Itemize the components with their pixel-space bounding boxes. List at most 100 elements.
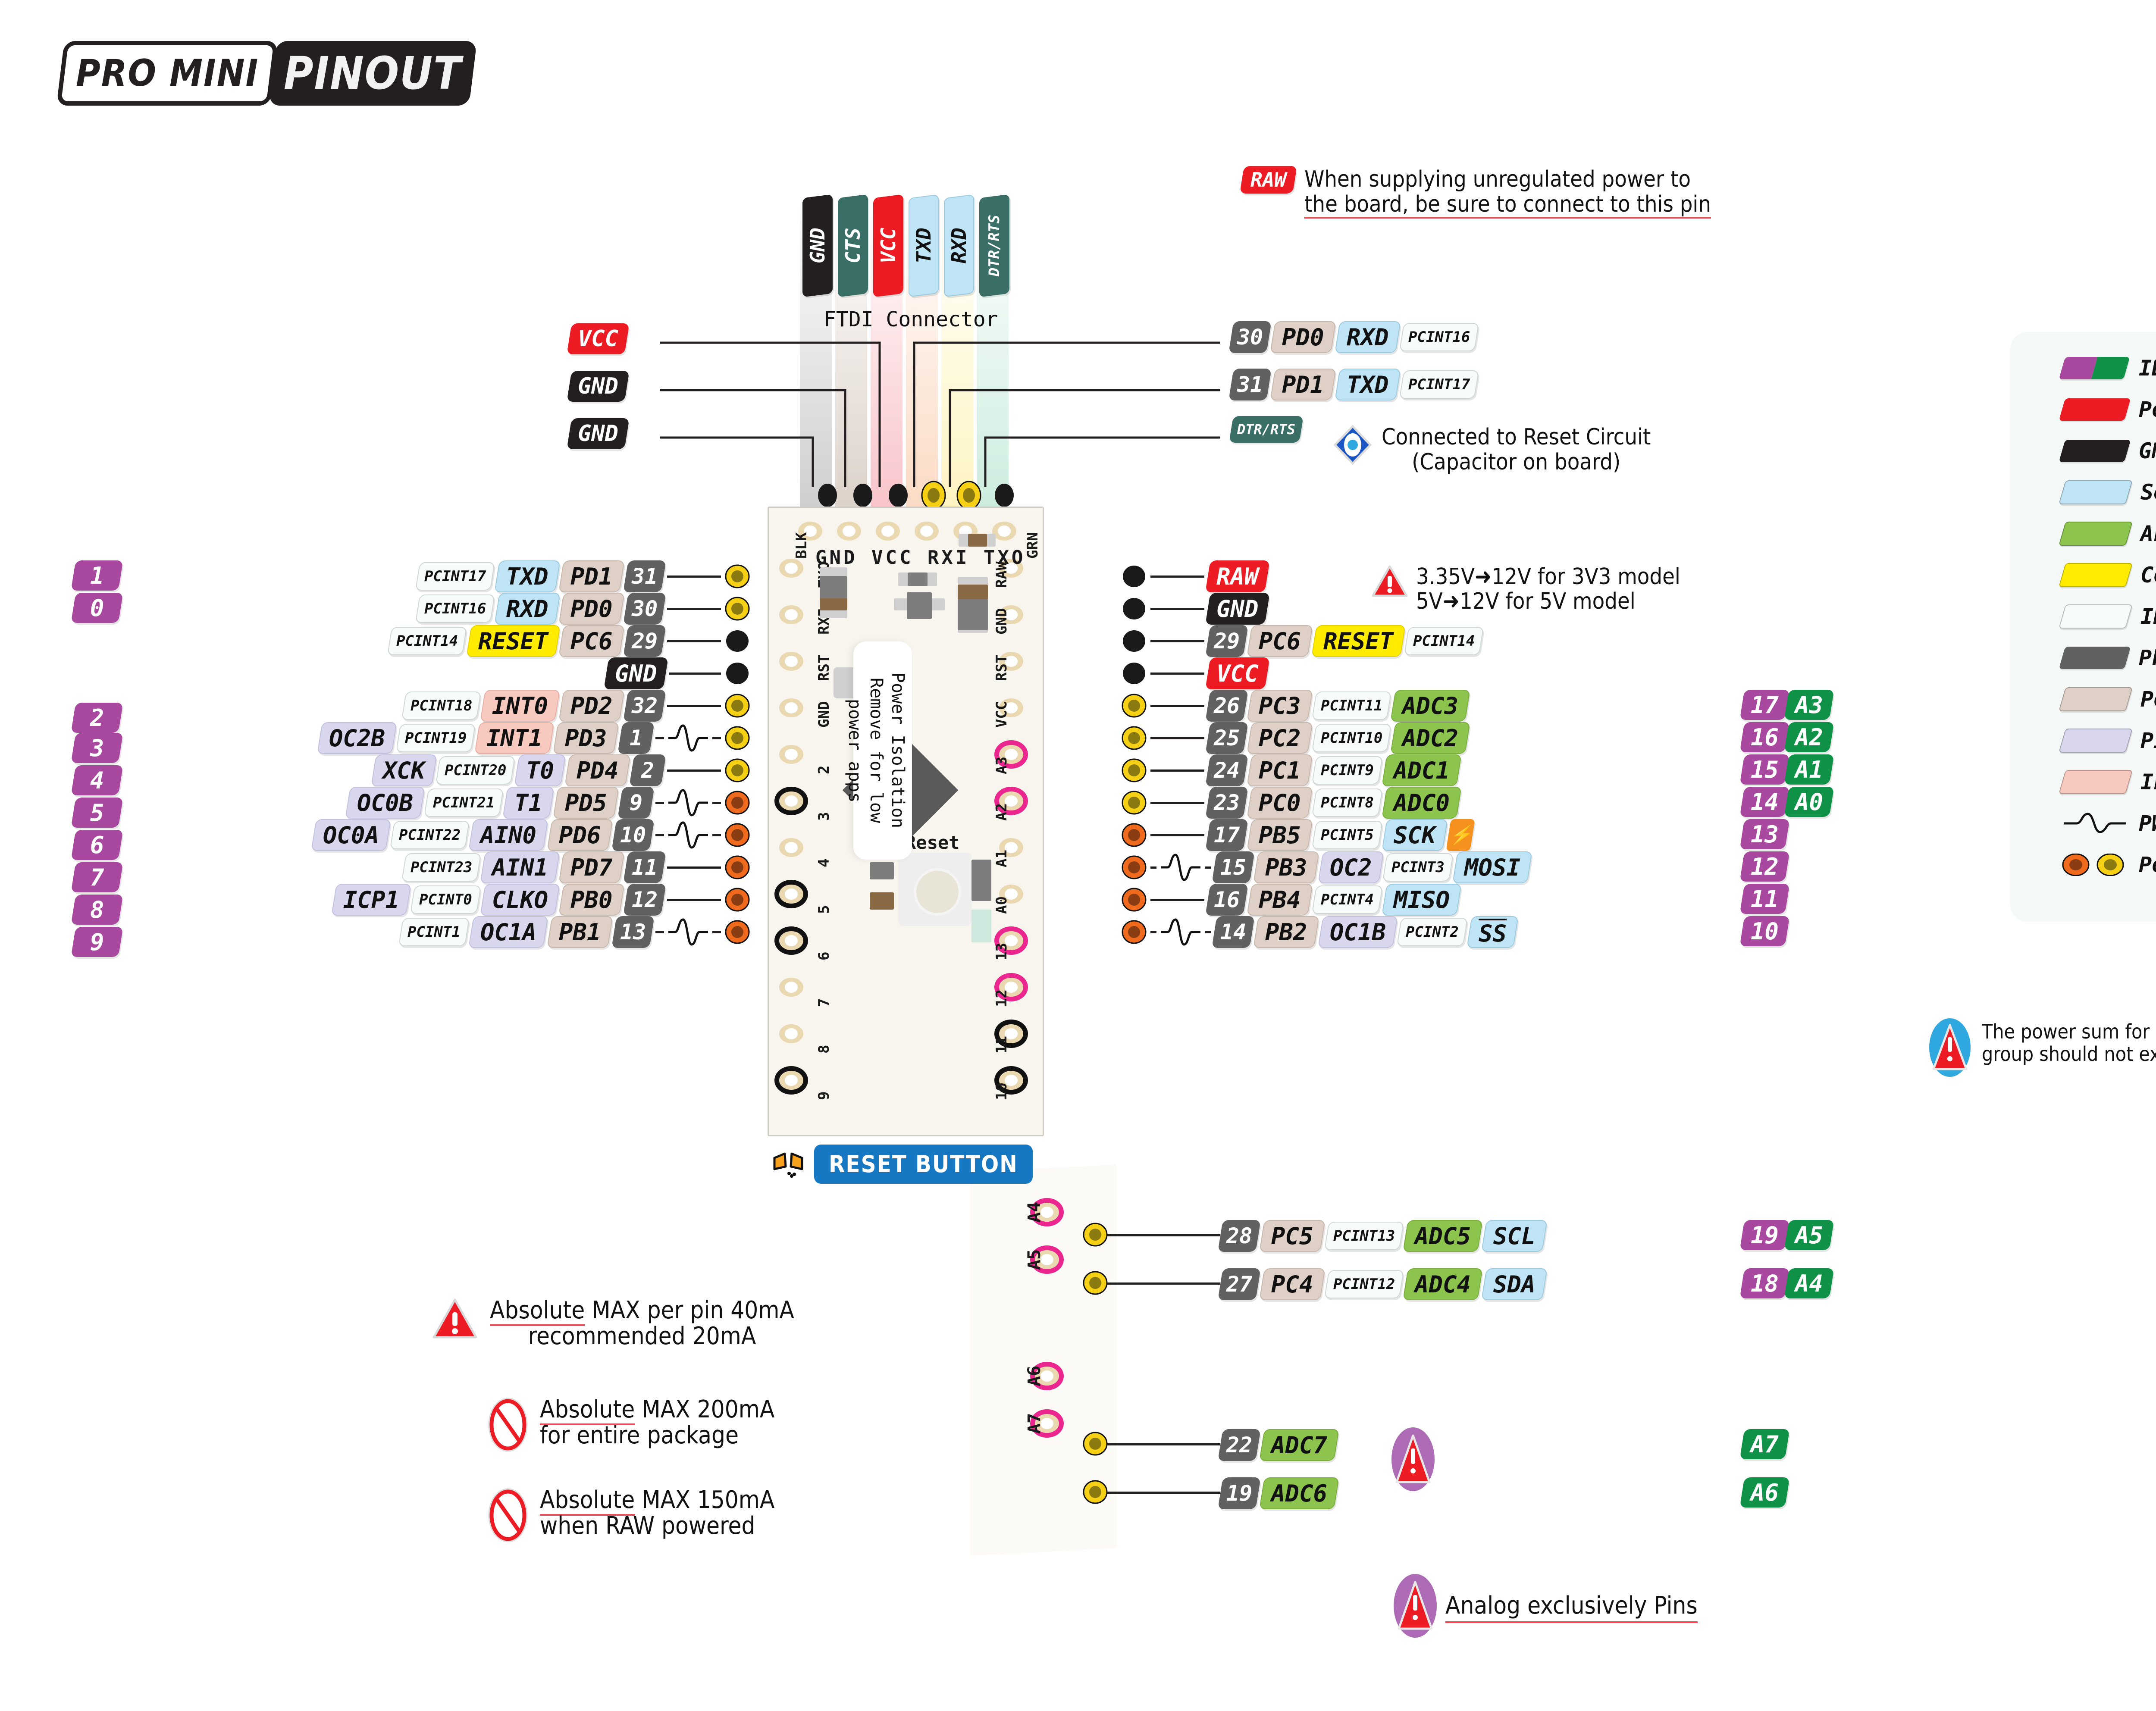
right-physnum-23: 23 [1205,787,1249,819]
bottom-adc-ADC4: ADC4 [1403,1268,1483,1300]
table-row: VCC [1121,657,1270,689]
max-package-note: Absolute MAX 200mA for entire package [487,1395,774,1453]
right-alt1-PCINT8: PCINT8 [1311,788,1383,817]
left-alt-INT1: INT1 [474,722,555,754]
table-row: PCINT1 OC1A PB1 13 [241,916,750,948]
pad-dot-gnd [726,663,749,684]
table-row: 17 PB5 PCINT5 SCK ⚡ [1121,819,1476,851]
pad-dot-gnd [1123,630,1145,652]
component-r3b [968,534,987,547]
board-pad-top-1 [837,522,861,541]
legend-swatch-pin-function [2058,729,2133,753]
lead-line [655,801,664,804]
left-pcint-PCINT1: PCINT1 [398,918,470,946]
board-silk-left-8: 8 [815,1045,833,1054]
board-silk-right-A2: A2 [993,803,1010,821]
legend-item-serial-pin: Serial Pin [2058,472,2156,513]
legend-label: Serial Pin [2140,480,2156,505]
board-pad-right-2 [999,652,1023,671]
legend-swatch-physical-pin [2059,647,2131,669]
left-fn-OC2B: OC2B [317,722,397,754]
board-pad-right-1 [999,605,1023,624]
left-gnd-label: GND [604,657,668,689]
left-pcint-PCINT16: PCINT16 [415,594,495,623]
lead-line [1150,575,1204,578]
legend-label: Analog Pin [2140,521,2156,546]
legend-swatch-control [2058,563,2133,587]
power-isolation-callout: Power Isolation Remove for low power app… [845,641,912,860]
board-pad-right-0 [999,559,1023,578]
right-port-PC1: PC1 [1247,754,1313,786]
table-row: 15 PB3 OC2 PCINT3 MOSI [1121,851,1533,883]
bottom-i2c-SCL: SCL [1481,1220,1548,1252]
board-silk-left-RST: RST [815,654,833,681]
max-pin-underline: Absolute [490,1296,585,1326]
legend-swatch-port-pin [2058,687,2133,711]
ide-pin-12: 12 [1739,851,1790,882]
board-pad-left-10 [779,1024,803,1043]
board-pad-left-11 [779,1071,803,1090]
left-port-PB0: PB0 [558,884,625,916]
legend-swatch-gnd [2059,440,2131,462]
legend-swatch-serial-pin [2058,480,2133,504]
left-port-PD0: PD0 [558,593,625,625]
board-pad-top-3 [915,522,939,541]
left-alt-INT0: INT0 [480,690,561,722]
board-silk-left-9: 9 [815,1091,833,1100]
lead-line [667,898,721,901]
pad-dot-yellow [1083,1223,1108,1247]
right-port-PB3: PB3 [1253,851,1319,883]
table-row: GND [1121,593,1270,625]
board-silk-right-RST: RST [993,654,1010,681]
reset-circuit-line1: Connected to Reset Circuit [1382,424,1651,450]
ftdi-pin-rxd: RXD [944,194,974,297]
ide-pin-11: 11 [1739,884,1790,914]
right-physnum-29: 29 [1205,625,1249,657]
left-alt-OC1A: OC1A [468,916,549,948]
pad-dot-yellow [1122,726,1147,750]
right-alt2-MISO: MISO [1381,884,1462,916]
table-row: OC0B PCINT21 T1 PD5 9 [241,787,750,819]
ftdi-pin-txd: TXD [909,194,939,297]
legend-swatch-analog-pin [2058,522,2133,546]
left-alt-T1: T1 [502,787,555,819]
board-silk-right-A0: A0 [993,896,1010,914]
right-ide-row: 16 A2 [1739,722,1834,752]
board-silk-right-12: 12 [993,989,1010,1007]
title-part1: PRO MINI [76,52,259,95]
left-pcint-PCINT23: PCINT23 [401,853,482,882]
legend-label: Port Power [2139,852,2156,877]
right-alt2-PCINT2: PCINT2 [1396,918,1468,946]
right-physnum-25: 25 [1205,722,1249,754]
left-physnum-10: 10 [611,819,655,851]
pad-dot-orange [1122,888,1147,912]
table-row: XCK PCINT20 T0 PD4 2 [241,754,750,786]
ftdi-caption: FTDI Connector [824,307,998,332]
ide-pin-19: 19 [1739,1220,1790,1250]
bottom-pcint-PCINT13: PCINT13 [1324,1222,1404,1250]
right-physnum-26: 26 [1205,690,1249,722]
pad-dot-yellow [1122,791,1147,815]
pad-dot-gnd [1123,566,1145,587]
right-alt1-PCINT9: PCINT9 [1311,756,1383,785]
reset-button-cap[interactable] [914,868,961,916]
component-r5 [870,892,894,910]
table-row: PCINT18 INT0 PD2 32 [241,690,750,722]
board-silk-right-GND: GND [993,608,1010,635]
lead-line [1150,704,1204,707]
ftdi-right-num-30: 30 [1228,321,1272,353]
lead-line [1150,737,1204,739]
ftdi-right-num-31: 31 [1228,369,1272,400]
ide-pin-17: 17 [1739,690,1790,720]
legend-item-port-power: Port Power [2062,844,2156,885]
ide-pin-0: 0 [71,593,123,623]
reset-button-label[interactable]: RESET BUTTON [814,1145,1033,1184]
analog-only-text: Analog exclusively Pins [1445,1591,1698,1623]
legend-item-power: Power [2059,389,2156,430]
pad-dot-orange [725,920,750,944]
raw-note-line2: the board, be sure to connect to this pi… [1304,192,1711,219]
component-c1c [820,598,847,610]
legend-item-interrupt-pin: Interrupt Pin [2058,761,2156,803]
title-pinout: PINOUT [269,41,477,106]
right-alt1-PCINT4: PCINT4 [1311,885,1383,914]
